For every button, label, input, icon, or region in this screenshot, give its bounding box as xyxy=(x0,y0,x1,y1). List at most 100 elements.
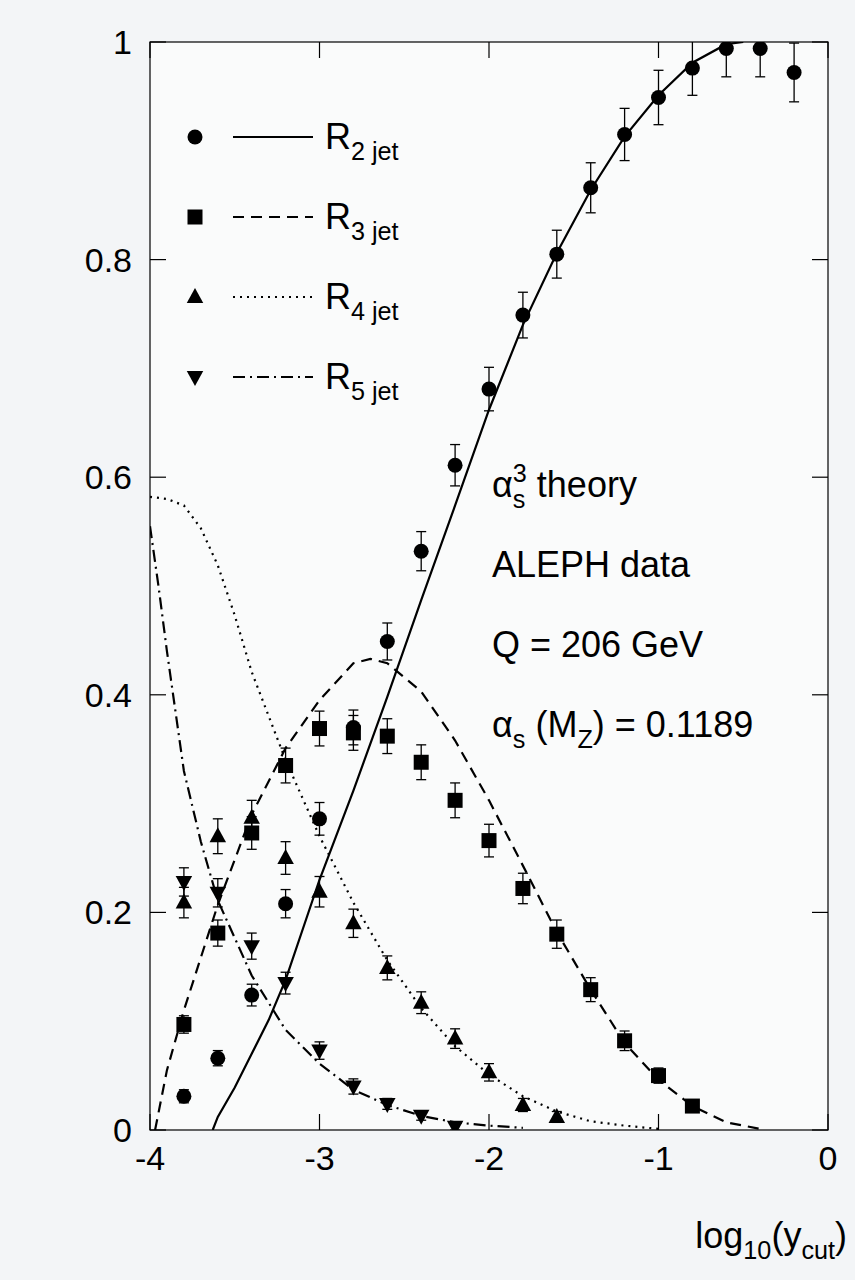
legend-line xyxy=(233,136,313,138)
text-part: (M xyxy=(525,704,577,745)
text-part: 4 jet xyxy=(351,297,399,325)
error-bar-cap xyxy=(586,1001,596,1002)
x-tick-top xyxy=(658,42,659,58)
data-point xyxy=(685,1099,700,1114)
data-point xyxy=(379,959,396,974)
error-bar-cap xyxy=(382,955,392,956)
data-point xyxy=(210,1051,225,1066)
y-tick-right xyxy=(812,912,828,913)
legend: R2 jetR3 jetR4 jetR5 jet xyxy=(187,116,399,405)
data-point xyxy=(549,247,564,262)
background xyxy=(0,0,855,1280)
error-bar-cap xyxy=(179,1033,189,1034)
legend-marker xyxy=(187,288,204,303)
plot-frame xyxy=(150,42,828,1130)
x-tick xyxy=(658,1114,659,1130)
plot-area xyxy=(150,42,802,1130)
error-bar-cap xyxy=(484,1080,494,1081)
text-part: s xyxy=(513,725,526,753)
data-point xyxy=(243,809,260,824)
error-bar-cap xyxy=(586,977,596,978)
data-point xyxy=(413,994,430,1009)
data-point xyxy=(481,1063,498,1078)
x-tick-top xyxy=(827,42,828,58)
error-bar-cap xyxy=(281,889,291,890)
x-tick xyxy=(319,1114,320,1130)
data-point xyxy=(278,896,293,911)
error-bar-cap xyxy=(416,531,426,532)
chart: -4-3-2-1000.20.40.60.81log10(ycut)R2 jet… xyxy=(0,0,855,1280)
error-bar-cap xyxy=(315,876,325,877)
error-bar-cap xyxy=(484,410,494,411)
error-bar-cap xyxy=(382,753,392,754)
y-tick-right xyxy=(812,1129,828,1130)
error-bar-cap xyxy=(416,991,426,992)
data-point xyxy=(176,876,193,891)
data-point xyxy=(787,65,802,80)
error-bar-cap xyxy=(518,292,528,293)
text-part: theory xyxy=(527,464,637,505)
y-tick-right xyxy=(812,259,828,260)
text-part: 3 xyxy=(513,459,527,487)
error-bar-cap xyxy=(552,277,562,278)
annotation: αs3 theory xyxy=(492,459,637,513)
error-bar-cap xyxy=(213,945,223,946)
error-bar-cap xyxy=(213,818,223,819)
data-point xyxy=(379,1098,396,1113)
error-bar-cap xyxy=(620,108,630,109)
data-point xyxy=(617,127,632,142)
x-tick-label: -1 xyxy=(643,1139,673,1177)
error-bar-cap xyxy=(179,867,189,868)
error-bar-cap xyxy=(518,337,528,338)
error-bar-cap xyxy=(247,984,257,985)
error-bar-cap xyxy=(450,1028,460,1029)
data-point xyxy=(244,988,259,1003)
error-bar-cap xyxy=(315,802,325,803)
data-point xyxy=(210,926,225,941)
text-part: (y xyxy=(771,1215,801,1256)
data-point xyxy=(243,940,260,955)
legend-line xyxy=(233,376,313,378)
text-part: log xyxy=(695,1215,743,1256)
data-point xyxy=(651,1068,666,1083)
error-bar-cap xyxy=(247,959,257,960)
error-bar-cap xyxy=(416,570,426,571)
error-bar-cap xyxy=(484,856,494,857)
x-tick xyxy=(149,1114,150,1130)
y-tick-label: 0.8 xyxy=(85,241,132,279)
error-bar-cap xyxy=(416,779,426,780)
error-bar-cap xyxy=(416,744,426,745)
y-tick-right xyxy=(812,477,828,478)
error-bar-cap xyxy=(755,76,765,77)
legend-line xyxy=(233,216,313,218)
error-bar-cap xyxy=(179,917,189,918)
error-bar-cap xyxy=(247,835,257,836)
error-bar-cap xyxy=(348,937,358,938)
y-tick-label: 1 xyxy=(113,23,132,61)
error-bar-cap xyxy=(450,817,460,818)
theory-curve xyxy=(213,42,744,1130)
y-tick xyxy=(150,477,166,478)
error-bar-cap xyxy=(620,1050,630,1051)
error-bar-cap xyxy=(721,76,731,77)
text-part: 2 jet xyxy=(351,137,399,165)
x-tick xyxy=(488,1114,489,1130)
legend-label: R4 jet xyxy=(325,276,399,325)
error-bar-cap xyxy=(586,212,596,213)
x-tick-top xyxy=(149,42,150,58)
data-point xyxy=(277,977,294,992)
text-part: 3 jet xyxy=(351,217,399,245)
text-part: R xyxy=(325,196,351,237)
data-point xyxy=(345,914,362,929)
text-part: 10 xyxy=(743,1236,771,1264)
error-bar-cap xyxy=(315,1041,325,1042)
error-bar-cap xyxy=(450,485,460,486)
x-tick xyxy=(827,1114,828,1130)
data-point xyxy=(447,1030,464,1045)
y-tick xyxy=(150,694,166,695)
error-bar-cap xyxy=(450,444,460,445)
text-part: 5 jet xyxy=(351,377,399,405)
data-point xyxy=(515,1096,532,1111)
theory-curve xyxy=(150,497,659,1129)
y-tick-label: 0.4 xyxy=(85,676,132,714)
